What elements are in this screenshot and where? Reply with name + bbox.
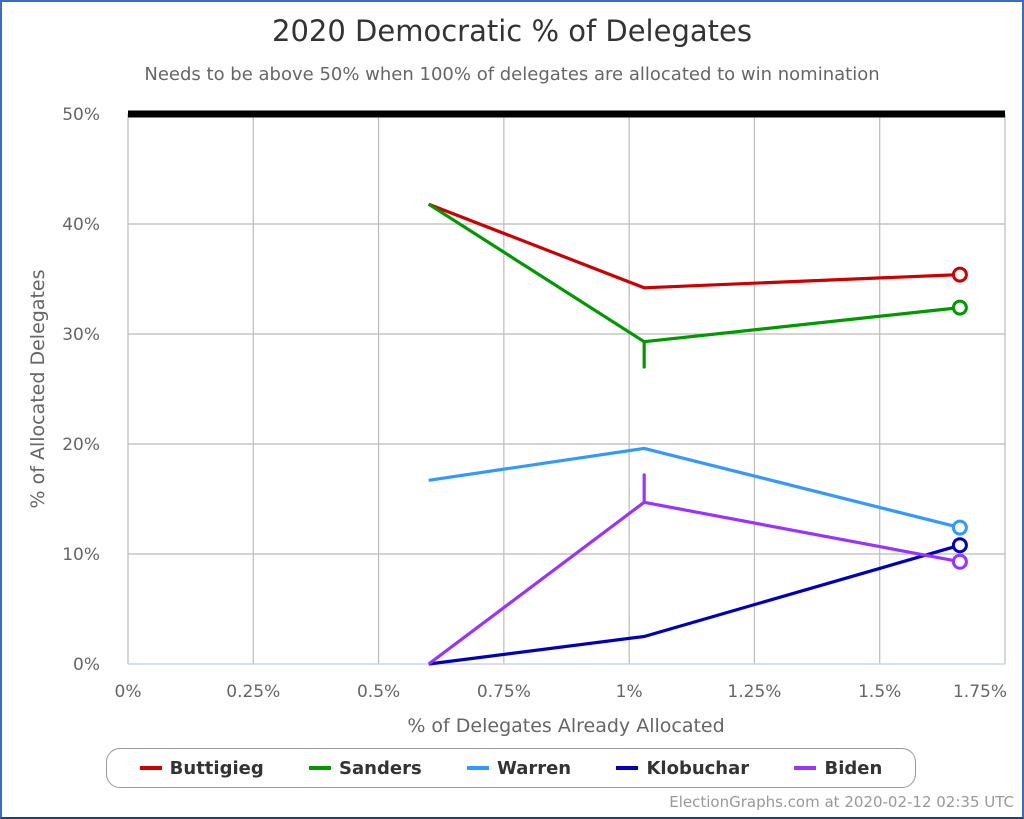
x-axis-ticks: 0% 0.25% 0.5% 0.75% 1% 1.25% 1.5% 1.75%	[115, 682, 1007, 702]
data-series	[427, 202, 968, 666]
series-sanders	[427, 202, 968, 369]
credit-text: ElectionGraphs.com at 2020-02-12 02:35 U…	[669, 793, 1014, 811]
legend-item-biden[interactable]: Biden	[794, 758, 882, 779]
x-tick-label: 1%	[616, 682, 643, 702]
endpoint-marker[interactable]	[951, 519, 968, 536]
legend-swatch-icon	[139, 766, 162, 770]
y-tick-label: 50%	[62, 105, 100, 125]
y-axis-label: % of Allocated Delegates	[27, 270, 49, 509]
legend-swatch-icon	[616, 766, 639, 770]
chart-title: 2020 Democratic % of Delegates	[272, 14, 752, 48]
legend-label: Warren	[496, 757, 572, 779]
legend-label: Klobuchar	[646, 757, 750, 779]
y-tick-label: 30%	[62, 325, 100, 345]
legend-item-buttigieg[interactable]: Buttigieg	[139, 757, 264, 779]
legend-label: Sanders	[339, 757, 422, 779]
y-tick-label: 20%	[62, 435, 100, 455]
endpoint-marker[interactable]	[951, 266, 968, 283]
x-tick-label: 1.25%	[727, 682, 781, 702]
endpoint-marker[interactable]	[951, 299, 968, 316]
legend-item-sanders[interactable]: Sanders	[309, 758, 422, 779]
grid-lines	[127, 110, 1006, 665]
y-tick-label: 10%	[62, 545, 100, 565]
legend-item-klobuchar[interactable]: Klobuchar	[616, 758, 749, 779]
legend-swatch-icon	[309, 766, 332, 770]
x-tick-label: 0.25%	[226, 682, 280, 702]
x-axis-label: % of Delegates Already Allocated	[407, 715, 724, 737]
series-klobuchar	[428, 537, 968, 666]
legend: Buttigieg Sanders Warren Klobuchar Biden	[106, 748, 916, 788]
y-axis-ticks: 0% 10% 20% 30% 40% 50%	[62, 105, 100, 675]
y-tick-label: 0%	[73, 655, 100, 675]
series-buttigieg	[428, 202, 968, 290]
y-tick-label: 40%	[62, 215, 100, 235]
legend-label: Buttigieg	[169, 757, 264, 779]
chart-subtitle: Needs to be above 50% when 100% of deleg…	[144, 64, 880, 85]
endpoint-marker[interactable]	[951, 553, 968, 570]
series-warren	[428, 446, 968, 536]
legend-label: Biden	[824, 757, 883, 779]
x-tick-label: 1.5%	[858, 682, 901, 702]
legend-item-warren[interactable]: Warren	[466, 757, 572, 779]
x-tick-label: 0.5%	[357, 682, 400, 702]
legend-swatch-icon	[794, 766, 817, 770]
x-tick-label: 0.75%	[477, 682, 531, 702]
x-tick-label: 0%	[115, 682, 142, 702]
series-biden	[427, 473, 968, 666]
endpoint-marker[interactable]	[951, 537, 968, 554]
legend-swatch-icon	[466, 766, 489, 770]
x-tick-label: 1.75%	[953, 682, 1007, 702]
